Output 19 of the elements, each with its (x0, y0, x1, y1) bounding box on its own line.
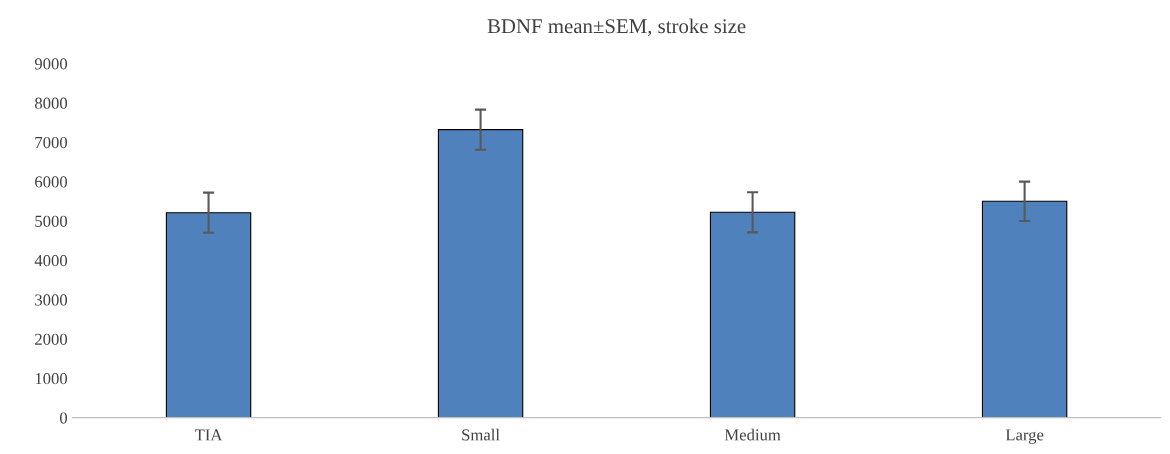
bar (709, 211, 796, 418)
chart-title: BDNF mean±SEM, stroke size (487, 18, 746, 37)
x-tick-label: Medium (724, 428, 781, 441)
y-tick-label: 1000 (35, 373, 68, 385)
y-tick-label: 2000 (35, 333, 68, 345)
bar (981, 200, 1068, 418)
y-tick-label: 6000 (35, 176, 68, 188)
x-tick-label: Small (462, 428, 500, 441)
y-tick-label: 5000 (35, 215, 68, 227)
bar (437, 129, 524, 418)
y-tick-label: 9000 (34, 58, 68, 70)
y-tick-label: 0 (59, 412, 68, 424)
y-tick-label: 4000 (34, 254, 68, 267)
x-tick-label: Large (1005, 429, 1044, 444)
x-tick-label: TIA (194, 429, 223, 441)
y-tick-label: 3000 (35, 294, 68, 306)
y-tick-label: 8000 (34, 97, 68, 109)
bar (165, 212, 252, 418)
y-tick-label: 7000 (35, 136, 68, 149)
